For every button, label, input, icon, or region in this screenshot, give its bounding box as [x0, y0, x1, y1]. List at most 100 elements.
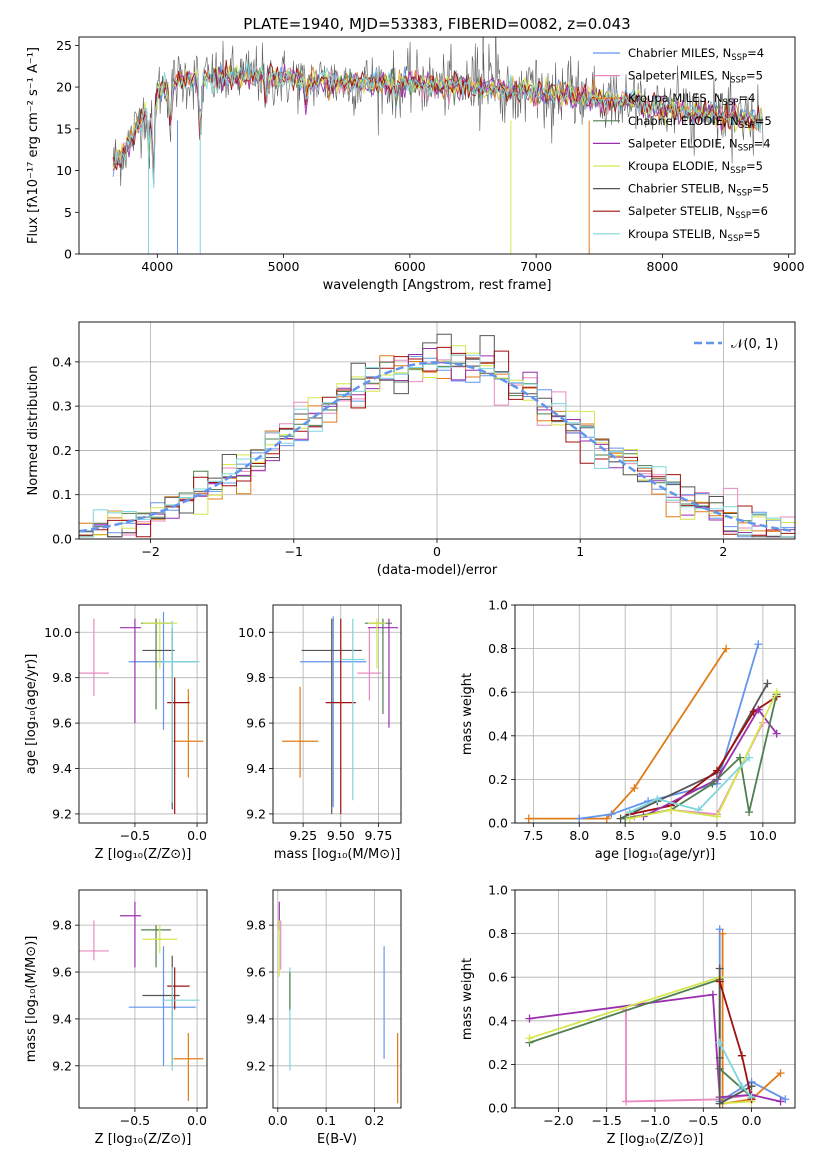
y-tick-label: 1.0	[488, 598, 508, 613]
x-tick-label: −0.5	[688, 1113, 718, 1128]
plus-marker	[776, 1097, 785, 1106]
y-tick-label: 0.2	[52, 443, 72, 458]
panel-age-vs-Z: −0.5 0.0 9.2 9.4 9.6 9.8 10.0 Z [log₁₀(Z/Z⊙)] ag…	[24, 604, 208, 862]
legend-entry-text: Salpeter STELIB, N	[628, 204, 735, 218]
legend-entry-text: Kroupa ELODIE, N	[628, 159, 730, 173]
plus-marker	[625, 808, 634, 817]
errorbar-point	[79, 618, 109, 696]
y-tick-label: 9.2	[246, 806, 266, 821]
errorbar-point	[300, 616, 367, 808]
x-tick-label: 0.0	[187, 828, 207, 843]
y-tick-label: 9.6	[246, 965, 266, 980]
x-tick-label: 8000	[647, 259, 679, 274]
errorbar-point	[142, 925, 178, 954]
y-tick-label: 25	[56, 38, 72, 53]
plus-marker	[718, 929, 727, 938]
y-tick-label: 9.4	[52, 1011, 72, 1026]
panel-spectrum: 4000 5000 6000 7000 8000 9000 0 5 10 15 20 25 wavele…	[26, 36, 805, 293]
plus-marker	[708, 779, 717, 788]
x-tick-label: −0.5	[120, 1113, 150, 1128]
plus-marker	[772, 688, 781, 697]
y-tick-label: 9.6	[52, 716, 72, 731]
x-axis-label: (data-model)/error	[377, 563, 498, 578]
legend-entry-text: Kroupa MILES, N	[628, 91, 723, 105]
plus-marker	[772, 729, 781, 738]
x-tick-label: 8.5	[615, 828, 635, 843]
panel-weight-vs-age: 7.5 8.0 8.5 9.0 9.5 10.0 0.0 0.2 0.4 0.6 0.8 1.0 age…	[460, 598, 796, 862]
legend-entry-tail: =5	[746, 159, 763, 173]
plus-marker	[747, 1093, 756, 1102]
y-axis-label: Normed distribution	[26, 366, 41, 496]
legend-entry-sub: SSP	[728, 234, 744, 244]
normal-curve	[79, 361, 795, 533]
plus-marker	[602, 814, 611, 823]
weight-series	[629, 691, 778, 820]
y-tick-label: 0.3	[52, 399, 72, 414]
errorbar-point	[367, 618, 386, 669]
legend-entry-tail: =5	[743, 227, 760, 241]
plus-marker	[653, 795, 662, 804]
plus-marker	[754, 705, 763, 714]
errorbar-point	[357, 627, 382, 701]
spectrum-line	[113, 60, 763, 189]
panel-mass-vs-EBV: 0.0 0.1 0.2 9.2 9.4 9.6 9.8 E(B-V)	[246, 889, 402, 1147]
x-tick-label: −0.5	[120, 828, 150, 843]
errorbar-point	[325, 618, 356, 814]
x-tick-label: 4000	[141, 259, 173, 274]
legend-entry: Kroupa ELODIE, NSSP=5	[628, 159, 763, 176]
x-axis-label: Z [log₁₀(Z/Z⊙)]	[95, 1132, 192, 1147]
legend-entry-sub: SSP	[731, 53, 747, 63]
legend-entry-tail: =5	[755, 114, 772, 128]
x-axis-label: Z [log₁₀(Z/Z⊙)]	[607, 1132, 704, 1147]
plus-marker	[667, 805, 676, 814]
x-tick-label: 9000	[773, 259, 805, 274]
y-tick-label: 5	[64, 205, 72, 220]
axes-frame	[78, 321, 796, 540]
weight-series	[718, 981, 753, 1100]
plus-marker	[630, 784, 639, 793]
plot-area	[524, 640, 781, 823]
weight-series	[625, 1009, 752, 1103]
plus-marker	[781, 1095, 790, 1104]
y-tick-label: 9.4	[52, 761, 72, 776]
x-tick-label: 2	[719, 544, 727, 559]
x-axis-label: mass [log₁₀(M/M⊙)]	[274, 847, 401, 862]
legend-entry-tail: =5	[746, 69, 763, 83]
y-axis-label: mass weight	[460, 958, 475, 1040]
errorbar-point	[120, 901, 142, 968]
y-tick-label: 9.4	[246, 1011, 266, 1026]
y-tick-label: 0.1	[52, 487, 72, 502]
legend-entry: Salpeter MILES, NSSP=5	[628, 69, 763, 86]
plot-area	[79, 333, 795, 538]
plus-marker	[712, 766, 721, 775]
x-tick-label: 10.0	[749, 828, 777, 843]
plus-marker	[745, 753, 754, 762]
y-tick-label: 9.2	[52, 806, 72, 821]
y-axis-label: mass [log₁₀(M/M⊙)]	[24, 936, 39, 1063]
x-axis-label: Z [log₁₀(Z/Z⊙)]	[95, 847, 192, 862]
panel-mass-vs-Z: −0.5 0.0 9.2 9.4 9.6 9.8 Z [log₁₀(Z/Z⊙)] mass […	[24, 889, 208, 1147]
x-tick-label: 7.5	[523, 828, 543, 843]
y-tick-label: 0.8	[488, 926, 508, 941]
axes-frame	[78, 36, 796, 255]
x-tick-label: 9.25	[289, 828, 317, 843]
errorbar-point	[173, 689, 204, 778]
legend-entry-sub: SSP	[736, 189, 752, 199]
x-tick-label: −2	[141, 544, 159, 559]
plus-marker	[694, 805, 703, 814]
plus-marker	[737, 1051, 746, 1060]
legend-entry-tail: =4	[747, 46, 764, 60]
errorbar-point	[301, 618, 362, 814]
plus-marker	[763, 679, 772, 688]
plus-marker	[525, 1034, 534, 1043]
legend-entry-tail: =5	[752, 182, 769, 196]
x-tick-label: 5000	[268, 259, 300, 274]
y-tick-label: 9.2	[52, 1058, 72, 1073]
legend-entry-sub: SSP	[735, 211, 751, 221]
y-axis-label: Flux [fλ10⁻¹⁷ erg cm⁻² s⁻¹ A⁻¹]	[26, 47, 41, 244]
x-tick-label: 7000	[520, 259, 552, 274]
legend-entry-sub: SSP	[723, 98, 739, 108]
y-tick-label: 10.0	[44, 625, 72, 640]
y-tick-label: 9.2	[246, 1058, 266, 1073]
